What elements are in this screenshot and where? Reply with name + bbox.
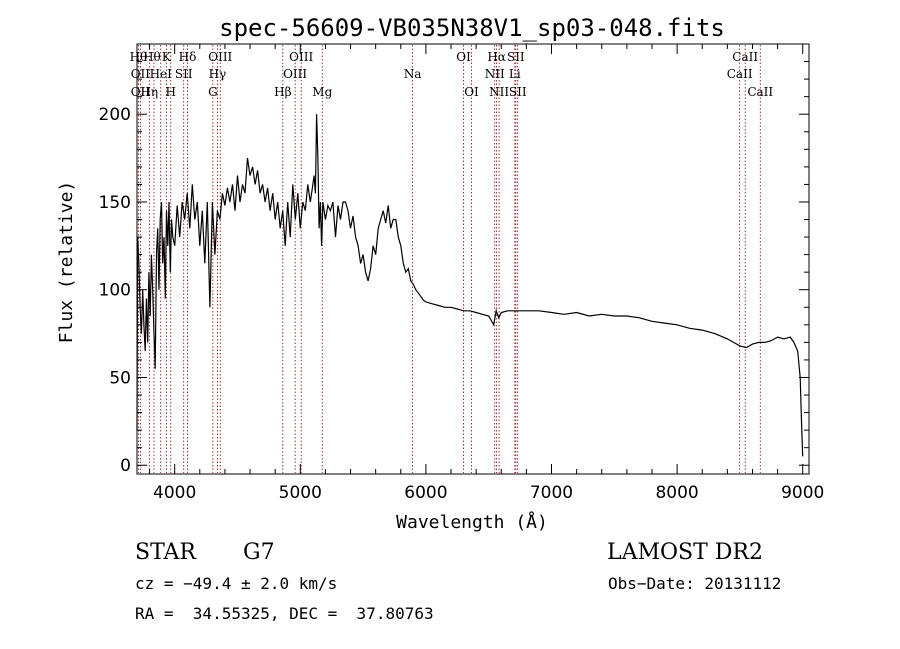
survey-name: LAMOST DR2 xyxy=(607,540,763,565)
plot-frame xyxy=(136,43,810,475)
y-tick-label-0: 0 xyxy=(120,456,131,476)
line-label-18: OI xyxy=(456,50,471,64)
x-tick-label-2: 6000 xyxy=(404,483,447,503)
x-tick-label-3: 7000 xyxy=(530,483,573,503)
y-axis: 0 50 100 150 200 xyxy=(99,61,809,476)
redshift-velocity: cz = −49.4 ± 2.0 km/s xyxy=(135,574,338,593)
y-axis-label: Flux (relative) xyxy=(56,181,77,344)
line-label-7: H xyxy=(166,85,176,99)
emission-line-markers xyxy=(138,45,761,473)
chart-title: spec-56609-VB035N38V1_sp03-048.fits xyxy=(219,14,725,42)
line-label-21: Hα xyxy=(487,50,506,64)
line-label-23: Li xyxy=(509,67,521,81)
object-class: STAR xyxy=(135,540,196,565)
y-tick-label-1: 50 xyxy=(109,368,131,388)
x-tick-label-1: 5000 xyxy=(279,483,322,503)
line-label-10: G xyxy=(208,85,218,99)
line-label-20: NII xyxy=(485,67,505,81)
line-label-22: NII xyxy=(489,85,509,99)
line-label-14: OIII xyxy=(283,67,307,81)
line-label-3: Hη xyxy=(140,85,158,99)
line-label-19: OI xyxy=(464,85,479,99)
line-label-6: K xyxy=(162,50,172,64)
line-label-8: SII xyxy=(175,67,193,81)
y-tick-label-4: 200 xyxy=(99,105,131,125)
x-tick-label-5: 9000 xyxy=(781,483,824,503)
line-label-24: SII xyxy=(507,50,525,64)
spectral-subclass: G7 xyxy=(243,540,275,565)
line-label-27: CaII xyxy=(732,50,758,64)
ra-dec-coordinates: RA = 34.55325, DEC = 37.80763 xyxy=(135,604,434,623)
x-tick-label-4: 8000 xyxy=(655,483,698,503)
line-label-17: Na xyxy=(404,67,422,81)
line-label-11: Hγ xyxy=(209,67,227,81)
line-label-13: Hβ xyxy=(274,85,291,99)
line-label-16: Mg xyxy=(312,85,332,99)
line-label-1: OII xyxy=(131,67,151,81)
line-label-9: Hδ xyxy=(179,50,197,64)
line-label-15: OIII xyxy=(289,50,313,64)
y-tick-label-2: 100 xyxy=(99,281,131,301)
line-label-0: Hθ xyxy=(130,50,148,64)
line-label-2: OII xyxy=(131,85,151,99)
x-axis: 4000 5000 6000 7000 8000 9000 xyxy=(149,44,824,503)
line-label-4: Hθ xyxy=(143,50,161,64)
line-label-28: CaII xyxy=(747,85,773,99)
x-tick-label-0: 4000 xyxy=(153,483,196,503)
observation-date: Obs−Date: 20131112 xyxy=(608,574,782,593)
line-label-26: CaII xyxy=(727,67,753,81)
line-label-5: HeI xyxy=(150,67,173,81)
y-tick-label-3: 150 xyxy=(99,193,131,213)
line-label-25: SII xyxy=(509,85,527,99)
x-axis-label: Wavelength (Å) xyxy=(396,511,548,533)
spectrum-line xyxy=(136,114,804,457)
emission-line-labels: HθOIIOIIHηHθHeIKHSIIHδGHγOIIIHβOIIIOIIIM… xyxy=(130,50,774,99)
line-label-12: OIII xyxy=(208,50,232,64)
